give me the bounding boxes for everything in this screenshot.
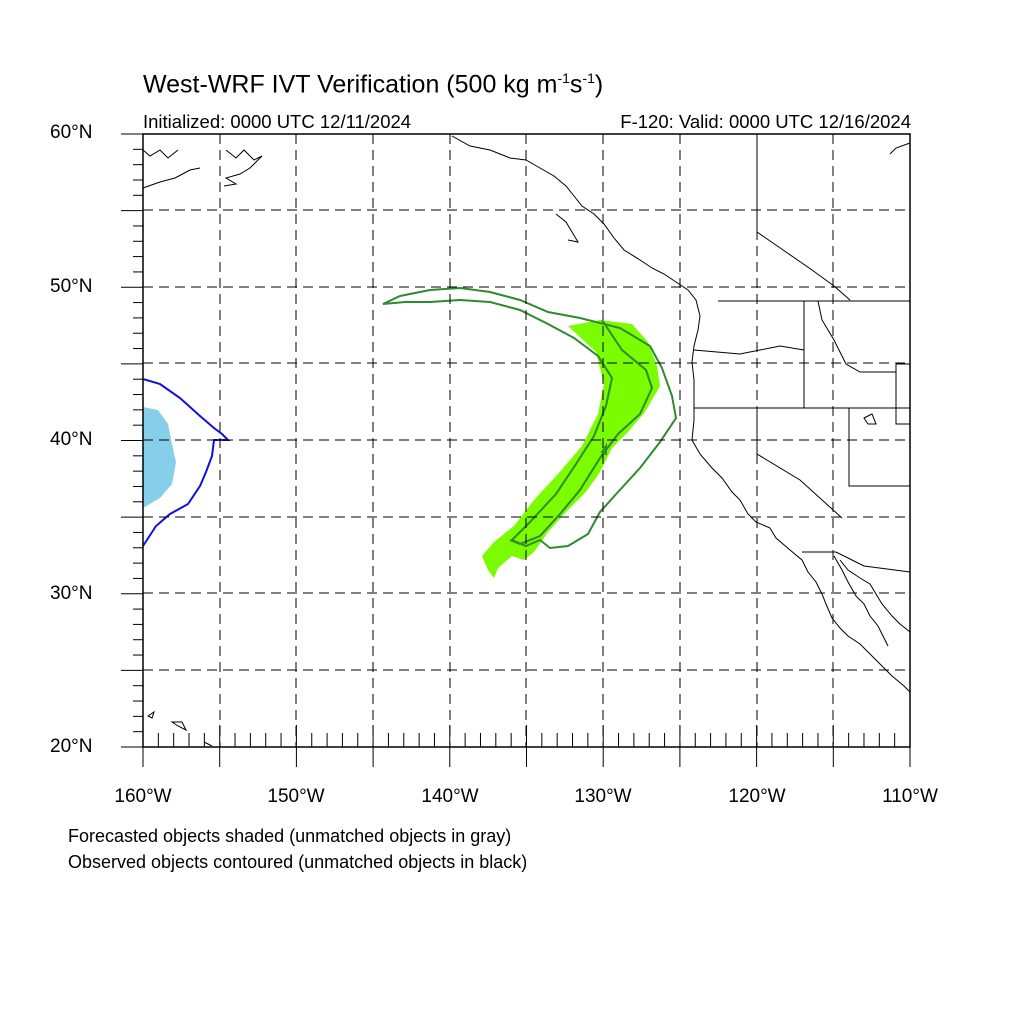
borders xyxy=(693,134,911,573)
lon-label-160w: 160°W xyxy=(114,786,172,807)
lat-label-40n: 40°N xyxy=(50,429,93,450)
forecast-object-blue xyxy=(143,407,176,508)
axis-ticks xyxy=(121,133,911,767)
lat-label-60n: 60°N xyxy=(50,122,93,143)
lon-label-110w: 110°W xyxy=(882,786,938,807)
coastlines xyxy=(142,135,911,747)
lat-label-50n: 50°N xyxy=(50,276,93,297)
observed-object-green xyxy=(382,286,678,550)
lon-label-130w: 130°W xyxy=(574,786,632,807)
lat-label-20n: 20°N xyxy=(50,736,93,757)
map-title: West-WRF IVT Verification (500 kg m-1s-1… xyxy=(143,70,604,99)
forecast-object-green xyxy=(482,320,660,578)
lon-label-150w: 150°W xyxy=(267,786,325,807)
footnote-observed: Observed objects contoured (unmatched ob… xyxy=(68,852,528,872)
lon-label-120w: 120°W xyxy=(728,786,786,807)
lat-label-30n: 30°N xyxy=(50,583,93,604)
grid-lines xyxy=(143,134,910,747)
footnote-forecast: Forecasted objects shaded (unmatched obj… xyxy=(68,826,512,846)
valid-time: F-120: Valid: 0000 UTC 12/16/2024 xyxy=(620,111,911,132)
lon-label-140w: 140°W xyxy=(421,786,479,807)
initialized-time: Initialized: 0000 UTC 12/11/2024 xyxy=(143,111,412,132)
observed-inner-contour xyxy=(509,319,654,546)
